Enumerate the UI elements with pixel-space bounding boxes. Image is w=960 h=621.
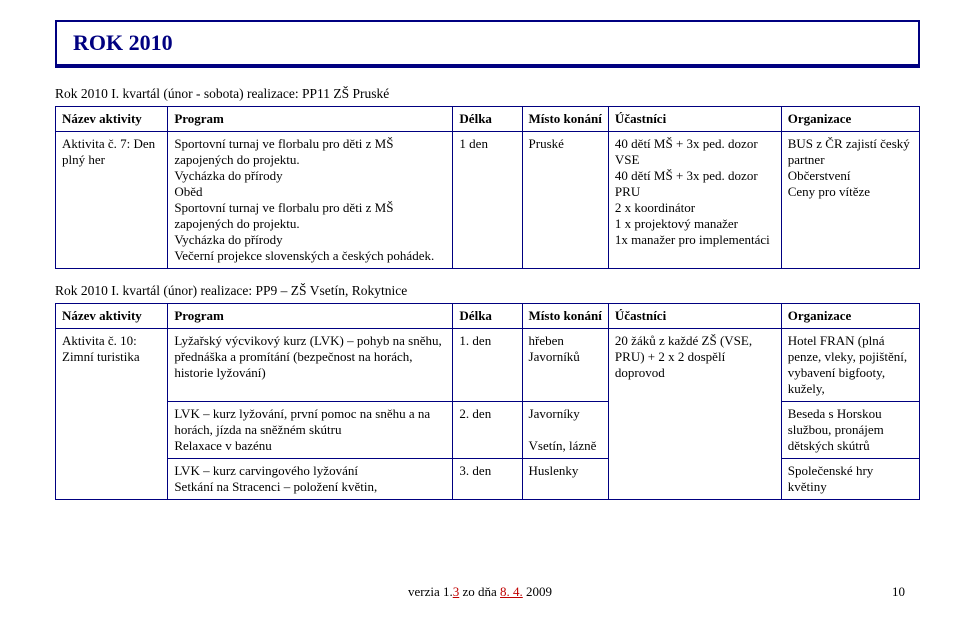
cell-organizace: Hotel FRAN (plná penze, vleky, pojištění… — [781, 329, 919, 402]
col-header: Místo konání — [522, 107, 608, 132]
cell-misto: Javorníky Vsetín, lázně — [522, 402, 608, 459]
cell-nazev: Aktivita č. 10: Zimní turistika — [56, 329, 168, 500]
cell-organizace: Společenské hry květiny — [781, 459, 919, 500]
page-number: 10 — [892, 584, 905, 600]
cell-ucastnici: 20 žáků z každé ZŠ (VSE, PRU) + 2 x 2 do… — [608, 329, 781, 500]
col-header: Program — [168, 304, 453, 329]
table-row: Název aktivity Program Délka Místo konán… — [56, 304, 920, 329]
col-header: Délka — [453, 304, 522, 329]
cell-misto: Pruské — [522, 132, 608, 269]
cell-misto: hřeben Javorníků — [522, 329, 608, 402]
col-header: Délka — [453, 107, 522, 132]
cell-organizace: Beseda s Horskou službou, pronájem dětsk… — [781, 402, 919, 459]
col-header: Organizace — [781, 107, 919, 132]
table-row: LVK – kurz carvingového lyžování Setkání… — [56, 459, 920, 500]
col-header: Účastníci — [608, 107, 781, 132]
table-row: LVK – kurz lyžování, první pomoc na sněh… — [56, 402, 920, 459]
table-2: Název aktivity Program Délka Místo konán… — [55, 303, 920, 500]
cell-nazev: Aktivita č. 7: Den plný her — [56, 132, 168, 269]
cell-organizace: BUS z ČR zajistí český partner Občerstve… — [781, 132, 919, 269]
footer-year: 2009 — [523, 584, 552, 599]
cell-program: LVK – kurz carvingového lyžování Setkání… — [168, 459, 453, 500]
cell-program: Sportovní turnaj ve florbalu pro děti z … — [168, 132, 453, 269]
footer: verzia 1.3 zo dňa 8. 4. 2009 10 — [0, 584, 960, 600]
page-title: ROK 2010 — [73, 30, 902, 56]
cell-delka: 2. den — [453, 402, 522, 459]
section2-header: Rok 2010 I. kvartál (únor) realizace: PP… — [55, 283, 920, 299]
footer-version-prefix: verzia 1. — [408, 584, 453, 599]
col-header: Název aktivity — [56, 304, 168, 329]
col-header: Místo konání — [522, 304, 608, 329]
footer-mid: zo dňa — [459, 584, 500, 599]
cell-delka: 1 den — [453, 132, 522, 269]
col-header: Účastníci — [608, 304, 781, 329]
cell-program: LVK – kurz lyžování, první pomoc na sněh… — [168, 402, 453, 459]
col-header: Program — [168, 107, 453, 132]
cell-delka: 1. den — [453, 329, 522, 402]
cell-misto: Huslenky — [522, 459, 608, 500]
table-row: Aktivita č. 7: Den plný her Sportovní tu… — [56, 132, 920, 269]
col-header: Organizace — [781, 304, 919, 329]
table-row: Název aktivity Program Délka Místo konán… — [56, 107, 920, 132]
table-1: Název aktivity Program Délka Místo konán… — [55, 106, 920, 269]
page-title-bar: ROK 2010 — [55, 20, 920, 68]
table-row: Aktivita č. 10: Zimní turistika Lyžařský… — [56, 329, 920, 402]
section1-header: Rok 2010 I. kvartál (únor - sobota) real… — [55, 86, 920, 102]
col-header: Název aktivity — [56, 107, 168, 132]
cell-program: Lyžařský výcvikový kurz (LVK) – pohyb na… — [168, 329, 453, 402]
cell-delka: 3. den — [453, 459, 522, 500]
footer-date: 8. 4. — [500, 584, 523, 599]
cell-ucastnici: 40 dětí MŠ + 3x ped. dozor VSE 40 dětí M… — [608, 132, 781, 269]
